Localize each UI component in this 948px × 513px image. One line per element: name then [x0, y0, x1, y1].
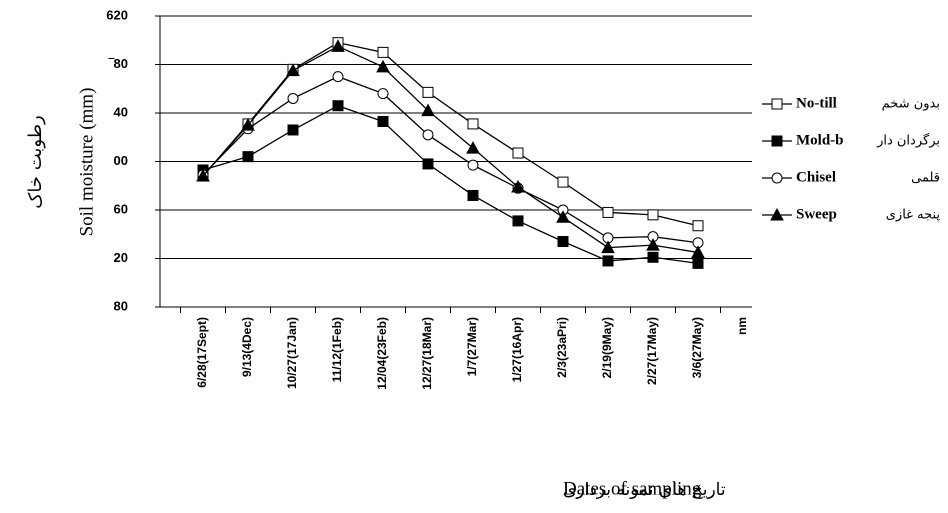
y-axis-title-fa: رطوبت خاک: [25, 115, 46, 208]
x-tick-label: 11/12(1Feb): [330, 317, 344, 382]
x-tick-label: 1/27(16Apr): [510, 317, 524, 382]
x-tick-label: 2/27(17May): [645, 317, 659, 385]
legend-label: Chisel: [796, 169, 836, 185]
marker: [770, 207, 784, 221]
marker: [557, 236, 569, 248]
x-tick-label: 9/13(4Dec): [240, 317, 254, 377]
legend-label-fa: برگردان دار: [876, 133, 940, 149]
y-tick-label: 40: [114, 104, 128, 119]
x-axis-title-fa: تاریخ های نمونه برداری: [563, 480, 726, 500]
y-tick-label: 80: [114, 298, 128, 313]
marker: [422, 86, 434, 98]
marker: [691, 245, 705, 258]
marker: [241, 118, 255, 131]
marker: [377, 46, 389, 58]
marker: [466, 141, 480, 154]
marker: [422, 158, 434, 170]
x-tick-label: 1/7(27Mar): [465, 317, 479, 376]
legend-label-fa: بدون شخم: [882, 97, 940, 112]
x-axis-title: Dates of sampling: [563, 478, 702, 499]
marker: [557, 176, 569, 188]
series-line: [202, 45, 699, 254]
y-tick-label: ‾80: [108, 56, 128, 71]
marker: [467, 189, 479, 201]
marker: [692, 220, 704, 232]
x-tick-label: 2/3(23aPri): [555, 317, 569, 378]
series-line: [202, 105, 699, 264]
x-tick-label: 2/19(9May): [600, 317, 614, 378]
series-line: [202, 75, 699, 244]
x-tick-label: 12/04(23Feb): [375, 317, 389, 390]
marker: [602, 255, 614, 267]
x-tick-label: 10/27(17Jan): [285, 317, 299, 389]
marker: [467, 118, 479, 130]
marker: [467, 159, 479, 171]
marker: [512, 147, 524, 159]
marker: [556, 210, 570, 223]
marker: [376, 59, 390, 73]
x-tick-label: nm: [735, 317, 749, 335]
marker: [332, 100, 344, 112]
marker: [422, 129, 434, 141]
legend-label-fa: پنجه غازی: [886, 208, 941, 223]
marker: [287, 124, 299, 136]
x-tick-label: 6/28(17Sept): [195, 317, 209, 388]
marker: [377, 88, 389, 100]
legend-label: Sweep: [796, 206, 837, 222]
marker: [242, 151, 254, 163]
marker: [512, 215, 524, 227]
x-tick-label: 3/6(27May): [690, 317, 704, 378]
marker: [646, 238, 660, 251]
marker: [332, 71, 344, 83]
marker: [692, 257, 704, 269]
y-tick-label: 00: [114, 153, 128, 168]
marker: [196, 169, 210, 182]
y-tick-label: 620: [106, 7, 128, 22]
series-line: [202, 41, 699, 227]
marker: [771, 172, 783, 184]
marker: [286, 63, 300, 77]
marker: [421, 103, 435, 117]
marker: [331, 39, 345, 52]
marker: [287, 92, 299, 104]
y-axis-title: Soil moisture (mm): [76, 88, 97, 237]
x-tick-label: 12/27(18Mar): [420, 317, 434, 390]
marker: [771, 135, 783, 147]
marker: [511, 179, 525, 193]
marker: [601, 240, 615, 254]
legend-label: No-till: [796, 95, 837, 111]
marker: [647, 251, 659, 263]
legend-label-fa: قلمی: [911, 171, 940, 186]
y-tick-label: 20: [114, 250, 128, 265]
marker: [377, 115, 389, 127]
y-tick-label: 60: [114, 201, 128, 216]
legend-label: Mold-b: [796, 132, 844, 148]
marker: [771, 98, 783, 110]
marker: [647, 209, 659, 221]
marker: [602, 206, 614, 218]
